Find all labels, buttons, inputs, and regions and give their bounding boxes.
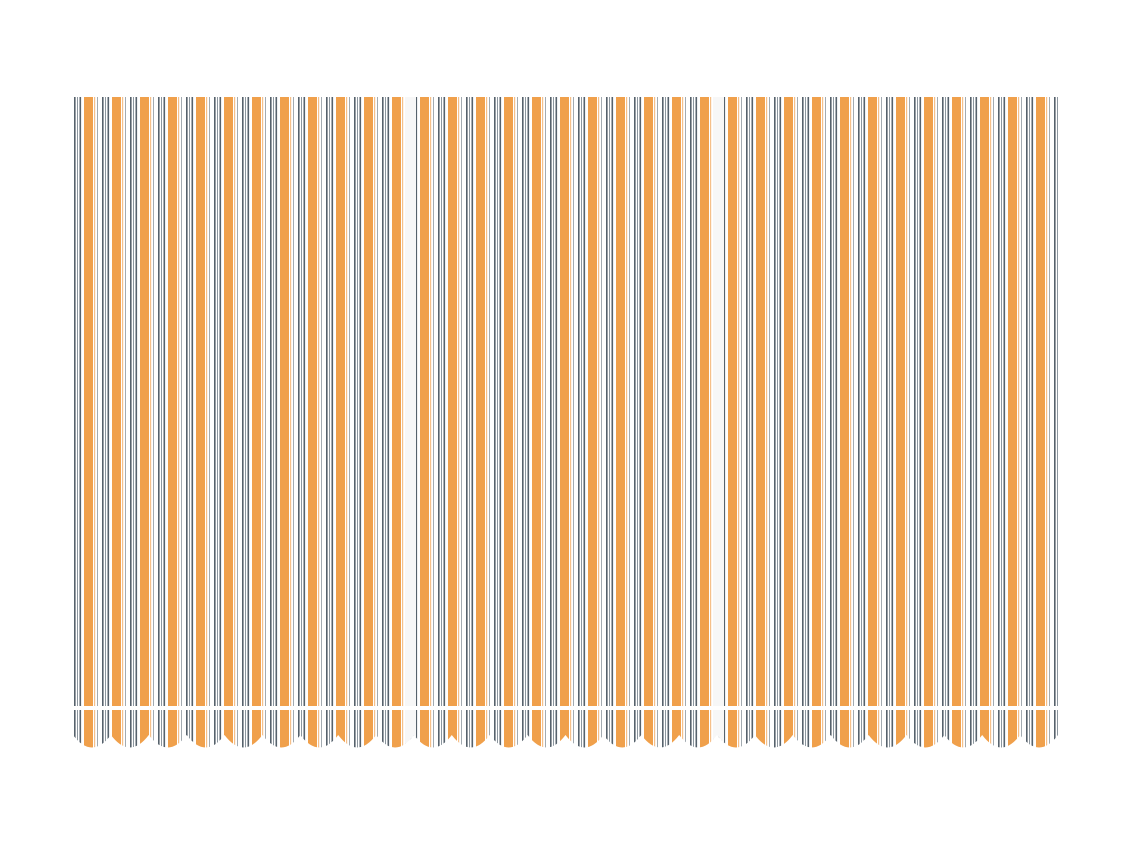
seam bbox=[713, 97, 724, 706]
awning-panel bbox=[73, 97, 1058, 706]
seam bbox=[405, 710, 416, 748]
seam bbox=[713, 710, 724, 748]
seam bbox=[405, 97, 416, 706]
striped-fabric bbox=[73, 97, 1058, 706]
